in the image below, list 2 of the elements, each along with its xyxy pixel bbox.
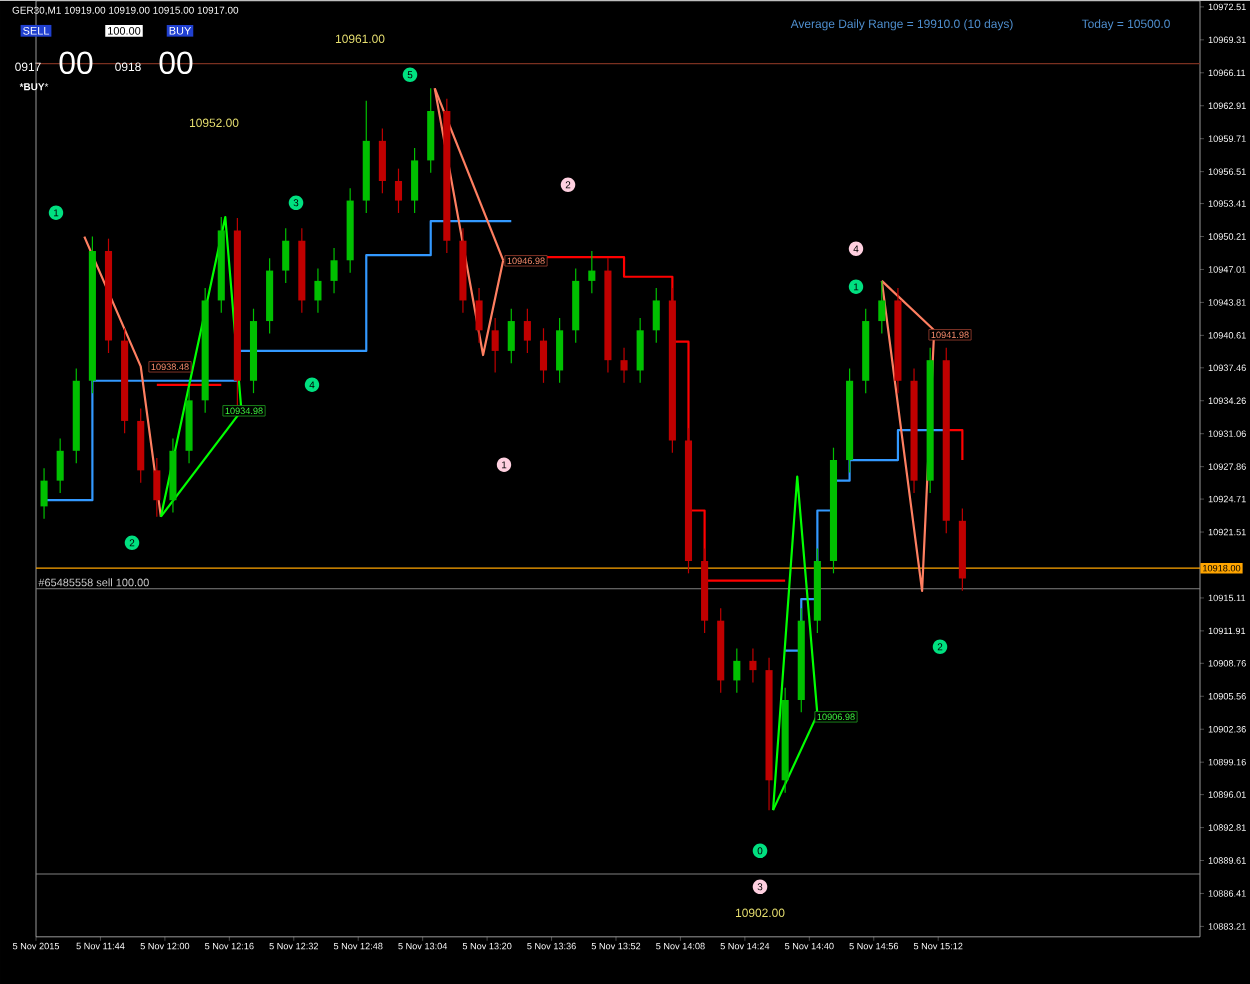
annotation: 00 (159, 51, 193, 74)
annotation: 00 (59, 51, 93, 74)
